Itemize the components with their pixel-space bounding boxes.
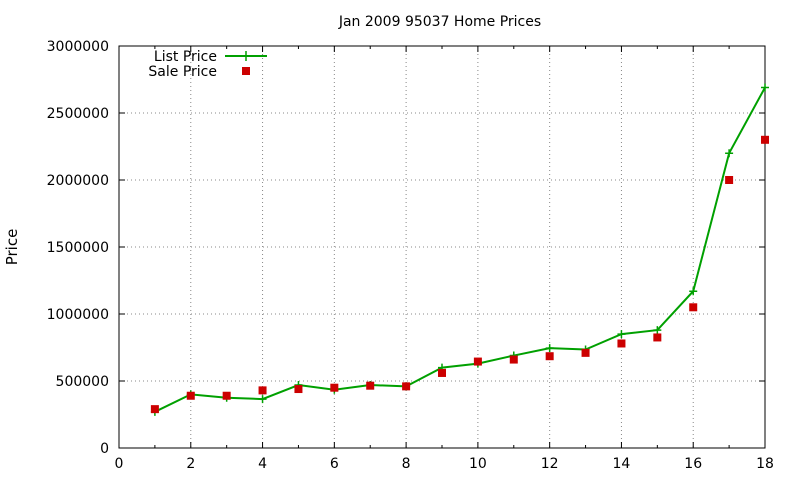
x-tick-label: 16 [684, 456, 702, 472]
x-tick-label: 8 [402, 456, 411, 472]
sale-price-point [186, 391, 195, 400]
sale-price-point [581, 348, 590, 357]
y-tick-label: 2500000 [47, 106, 109, 122]
list-price-point [653, 326, 662, 335]
y-tick-label: 2000000 [47, 173, 109, 189]
y-tick-label: 3000000 [47, 39, 109, 55]
x-tick-label: 0 [115, 456, 124, 472]
y-tick-label: 500000 [56, 374, 109, 390]
sale-price-point [402, 382, 411, 391]
sale-price-point [222, 391, 231, 400]
x-tick-label: 14 [613, 456, 631, 472]
legend: List Price Sale Price [148, 49, 267, 80]
grid [119, 46, 765, 448]
legend-label-sale-price: Sale Price [148, 64, 217, 80]
x-tick-label: 2 [186, 456, 195, 472]
sale-price-point [761, 135, 769, 144]
sale-price-point [294, 385, 303, 394]
sale-price-point [473, 357, 482, 366]
sale-price-point [438, 368, 446, 377]
sale-price-point [330, 383, 339, 392]
list-price-point [617, 330, 626, 339]
legend-marker-list-price [241, 51, 251, 61]
legend-label-list-price: List Price [154, 49, 217, 65]
sale-price-point [725, 176, 734, 184]
legend-marker-sale-price [242, 67, 250, 75]
axis-ticks: 0 2 4 6 8 10 12 14 16 18 0 500000 1000000 1500000 2000… [47, 39, 774, 472]
sale-price-point [258, 386, 267, 395]
sale-price-point [366, 381, 375, 390]
x-tick-label: 4 [258, 456, 267, 472]
x-tick-label: 18 [756, 456, 774, 472]
list-price-point [761, 83, 769, 92]
sale-price-point [509, 355, 518, 364]
list-price-point [258, 395, 267, 404]
y-axis-label: Price [3, 229, 21, 266]
sale-price-point [150, 405, 159, 414]
x-tick-label: 10 [469, 456, 487, 472]
y-tick-label: 0 [100, 441, 109, 457]
list-price-point [689, 287, 698, 296]
chart-title: Jan 2009 95037 Home Prices [338, 14, 541, 30]
sale-price-point [689, 303, 698, 312]
series-line-list-price [154, 87, 766, 413]
y-tick-label: 1500000 [47, 240, 109, 256]
sale-price-point [617, 339, 626, 348]
list-price-point [725, 149, 734, 158]
sale-price-point [545, 352, 554, 361]
series [150, 83, 769, 416]
sale-price-point [653, 333, 662, 342]
y-tick-label: 1000000 [47, 307, 109, 323]
x-tick-label: 6 [330, 456, 339, 472]
x-tick-label: 12 [541, 456, 559, 472]
list-price-point [545, 344, 554, 353]
